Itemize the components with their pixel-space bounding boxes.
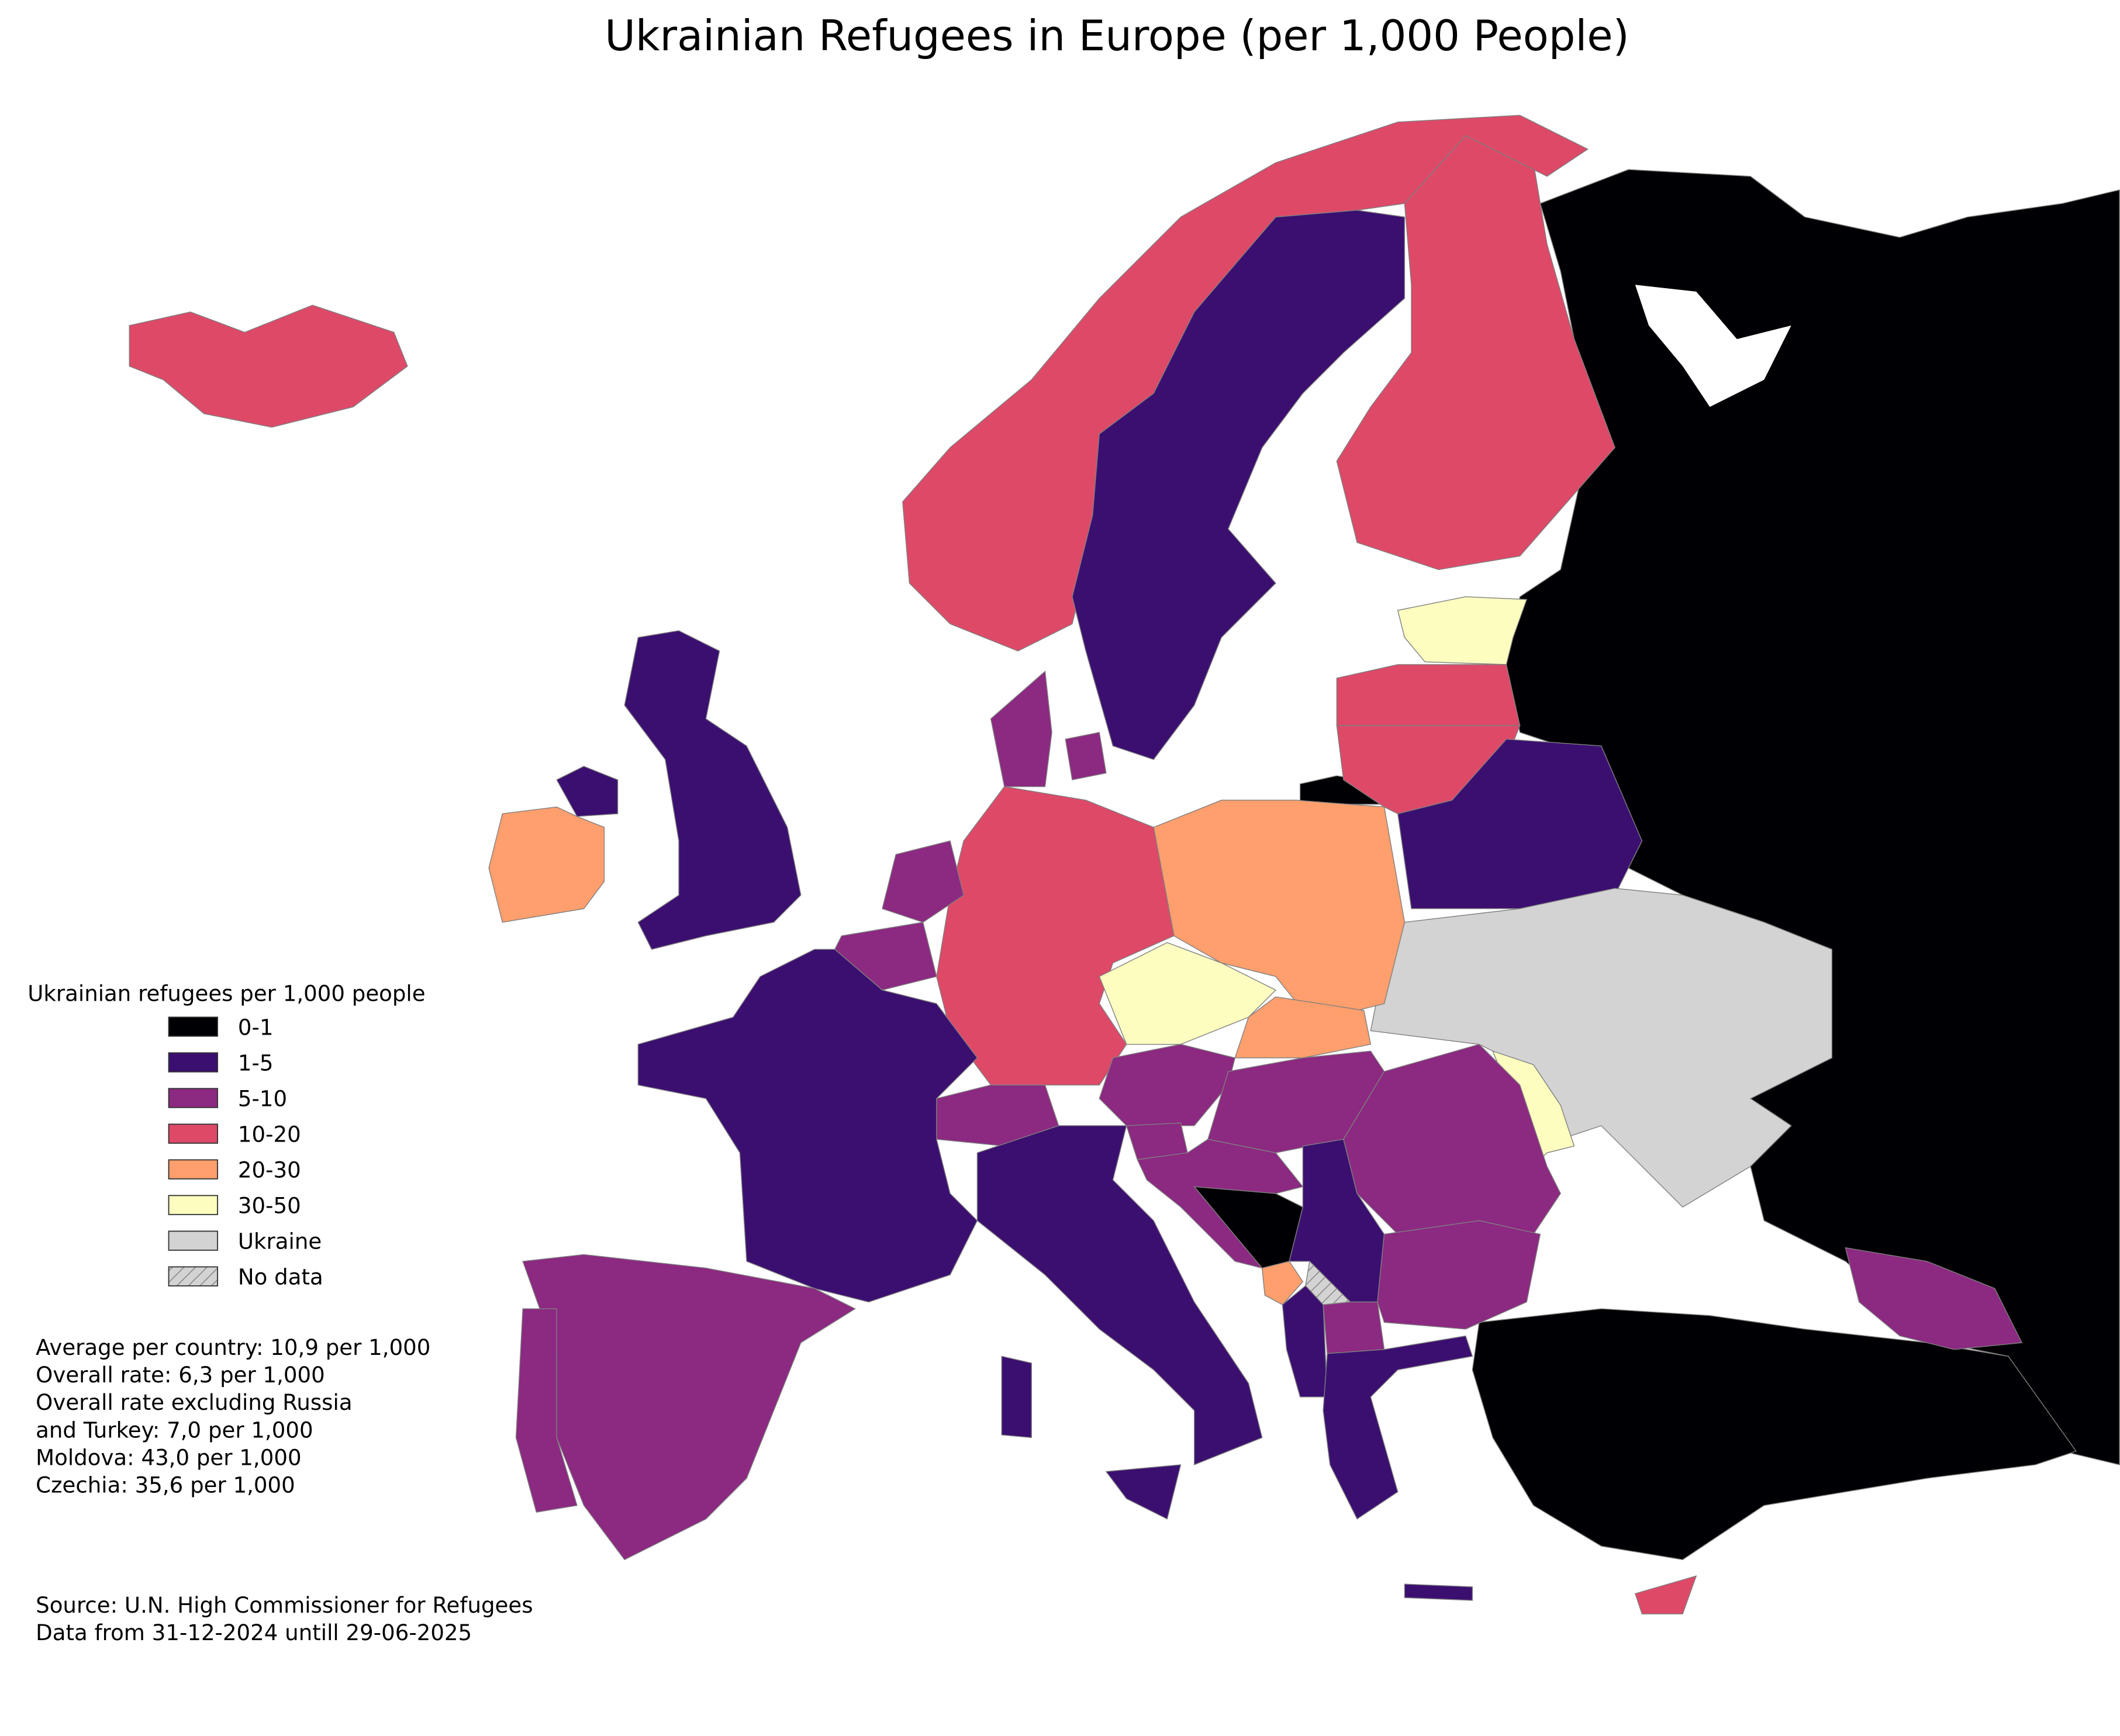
georgia: [1845, 1247, 2023, 1350]
latvia: [1336, 664, 1521, 727]
legend-label: Ukraine: [238, 1229, 322, 1254]
ireland: [488, 806, 605, 923]
note: and Turkey: 7,0 per 1,000: [36, 1417, 313, 1443]
montenegro: [1261, 1261, 1304, 1306]
denmark-islands: [1065, 732, 1107, 781]
notes: Average per country: 10,9 per 1,000Overa…: [36, 1335, 430, 1498]
legend-label: No data: [238, 1265, 323, 1290]
north-macedonia: [1323, 1301, 1385, 1354]
note: Moldova: 43,0 per 1,000: [36, 1445, 301, 1470]
note: Overall rate excluding Russia: [36, 1390, 352, 1415]
spain: [522, 1254, 857, 1561]
norway: [902, 115, 1589, 652]
iceland: [129, 305, 408, 428]
legend-swatch: [168, 1266, 219, 1287]
sweden: [1072, 209, 1406, 760]
legend-swatch: [168, 1052, 219, 1073]
estonia: [1397, 596, 1528, 665]
portugal: [515, 1308, 578, 1513]
belarus: [1397, 738, 1643, 910]
belgium: [834, 922, 937, 991]
source-line: Data from 31-12-2024 untill 29-06-2025: [36, 1620, 472, 1645]
germany: [936, 786, 1175, 1085]
source: Source: U.N. High Commissioner for Refug…: [36, 1593, 533, 1645]
legend-title: Ukrainian refugees per 1,000 people: [27, 981, 425, 1006]
legend-label: 10-20: [238, 1122, 301, 1147]
united-kingdom: [624, 630, 802, 950]
note: Average per country: 10,9 per 1,000: [36, 1335, 430, 1360]
legend-swatch: [168, 1230, 219, 1251]
poland: [1153, 800, 1406, 1011]
legend-swatch: [168, 1123, 219, 1144]
legend-label: 30-50: [238, 1194, 301, 1219]
france: [637, 949, 978, 1303]
legend: Ukrainian refugees per 1,000 people 0-1 1…: [27, 981, 425, 1289]
legend-label: 20-30: [238, 1157, 301, 1182]
finland: [1336, 135, 1615, 570]
italy: [976, 1125, 1263, 1465]
legend-label: 5-10: [238, 1086, 287, 1111]
legend-swatch: [168, 1195, 219, 1215]
legend-label: 0-1: [238, 1015, 274, 1040]
czechia: [1099, 942, 1277, 1045]
legend-swatch: [168, 1016, 219, 1037]
greece: [1323, 1335, 1473, 1520]
denmark: [990, 670, 1052, 787]
map-title: Ukrainian Refugees in Europe (per 1,000 …: [605, 11, 1629, 60]
netherlands: [882, 840, 965, 923]
crete: [1404, 1583, 1473, 1601]
countries: [129, 115, 2120, 1614]
legend-swatch: [168, 1159, 219, 1180]
cyprus: [1634, 1575, 1697, 1614]
turkey: [1472, 1308, 2077, 1561]
legend-swatch: [168, 1088, 219, 1108]
romania: [1343, 1043, 1561, 1235]
austria: [1099, 1043, 1236, 1126]
albania: [1282, 1285, 1328, 1398]
note: Overall rate: 6,3 per 1,000: [36, 1362, 325, 1388]
source-line: Source: U.N. High Commissioner for Refug…: [36, 1593, 533, 1618]
northern-ireland: [556, 766, 619, 817]
legend-label: 1-5: [238, 1050, 274, 1076]
sicily: [1105, 1464, 1182, 1520]
sardinia: [1001, 1355, 1032, 1438]
bulgaria: [1377, 1220, 1541, 1330]
white-sea: [1635, 285, 1791, 407]
note: Czechia: 35,6 per 1,000: [36, 1473, 295, 1498]
